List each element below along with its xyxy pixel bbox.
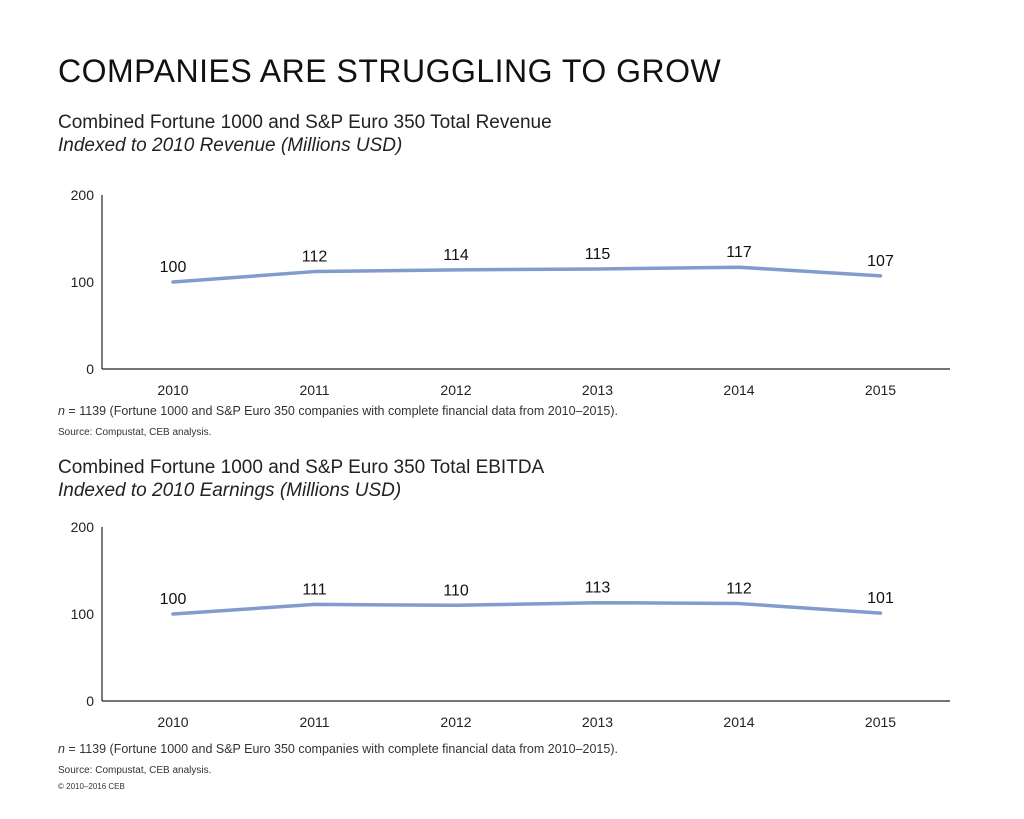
revenue-chart-subtitle: Indexed to 2010 Revenue (Millions USD) xyxy=(58,135,403,156)
revenue-data-label: 112 xyxy=(302,249,328,266)
ebitda-x-tick-label: 2011 xyxy=(299,714,329,730)
ebitda-x-tick-label: 2015 xyxy=(865,714,896,730)
ebitda-line-chart: 0 100 200 2010 2011 2012 2013 2014 2015 100 111 110… xyxy=(71,519,950,730)
ebitda-x-tick-label: 2012 xyxy=(440,714,471,730)
revenue-data-label: 115 xyxy=(585,246,611,263)
ebitda-sample-note-n: n xyxy=(58,742,65,756)
ebitda-y-tick-label: 100 xyxy=(71,606,95,622)
ebitda-sample-note: n = 1139 (Fortune 1000 and S&P Euro 350 … xyxy=(58,742,618,756)
ebitda-series-line xyxy=(171,600,883,616)
revenue-sample-note-n: n xyxy=(58,404,65,418)
ebitda-sample-note-text: = 1139 (Fortune 1000 and S&P Euro 350 co… xyxy=(64,742,618,756)
revenue-source: Source: Compustat, CEB analysis. xyxy=(58,427,212,438)
revenue-y-tick-label: 0 xyxy=(86,361,94,377)
ebitda-chart-title: Combined Fortune 1000 and S&P Euro 350 T… xyxy=(58,457,545,478)
revenue-x-tick-label: 2013 xyxy=(582,382,613,398)
ebitda-y-tick-label: 0 xyxy=(86,693,94,709)
revenue-y-tick-label: 200 xyxy=(71,187,95,203)
revenue-data-label: 107 xyxy=(867,253,894,270)
ebitda-x-tick-label: 2014 xyxy=(723,714,754,730)
revenue-x-tick-label: 2014 xyxy=(723,382,754,398)
revenue-sample-note: n = 1139 (Fortune 1000 and S&P Euro 350 … xyxy=(58,404,618,418)
revenue-y-tick-label: 100 xyxy=(71,274,95,290)
ebitda-chart-subtitle: Indexed to 2010 Earnings (Millions USD) xyxy=(58,480,402,501)
ebitda-data-label: 112 xyxy=(726,581,752,598)
ebitda-x-tick-label: 2010 xyxy=(157,714,188,730)
revenue-data-label: 114 xyxy=(443,247,469,264)
copyright: © 2010–2016 CEB xyxy=(58,782,125,791)
revenue-sample-note-text: = 1139 (Fortune 1000 and S&P Euro 350 co… xyxy=(64,404,618,418)
page-title: COMPANIES ARE STRUGGLING TO GROW xyxy=(58,53,722,89)
revenue-chart-title: Combined Fortune 1000 and S&P Euro 350 T… xyxy=(58,112,552,133)
revenue-x-tick-label: 2015 xyxy=(865,382,896,398)
revenue-x-tick-label: 2010 xyxy=(157,382,188,398)
ebitda-y-tick-label: 200 xyxy=(71,519,95,535)
ebitda-data-label: 110 xyxy=(443,582,469,599)
ebitda-x-tick-label: 2013 xyxy=(582,714,613,730)
ebitda-source: Source: Compustat, CEB analysis. xyxy=(58,765,212,776)
revenue-x-tick-label: 2012 xyxy=(440,382,471,398)
ebitda-data-label: 111 xyxy=(302,581,326,598)
ebitda-data-label: 113 xyxy=(585,580,611,597)
revenue-x-tick-label: 2011 xyxy=(299,382,329,398)
revenue-data-label: 117 xyxy=(726,244,752,261)
ebitda-data-label: 100 xyxy=(160,591,187,608)
ebitda-data-label: 101 xyxy=(867,590,894,607)
revenue-line-chart: 0 100 200 2010 2011 2012 2013 2014 2015 100 112 114… xyxy=(71,187,950,398)
revenue-series-line xyxy=(171,265,883,284)
revenue-data-label: 100 xyxy=(160,259,187,276)
